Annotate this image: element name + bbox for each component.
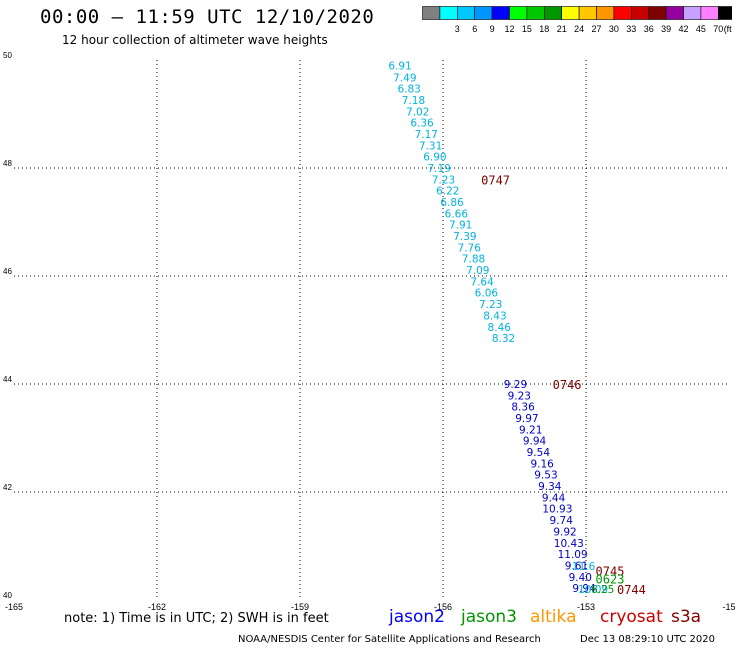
y-tick-label: 42 [3,483,12,492]
wave-height-label: 7.49 [393,72,416,84]
wave-height-label: 9.61 [565,560,588,572]
wave-height-label: 11.6 [572,561,596,573]
legend-tick-label: 45 [696,24,706,34]
wave-height-label: 6.25 [591,584,614,596]
x-tick-label: -162 [148,602,166,612]
legend-tick-label: 6 [472,24,477,34]
y-tick-label: 44 [3,375,12,384]
page-subtitle: 12 hour collection of altimeter wave hei… [62,33,328,47]
wave-height-label: 7.76 [458,242,482,254]
wave-height-label: 10.43 [554,538,584,550]
page-title: 00:00 – 11:59 UTC 12/10/2020 [40,6,375,28]
legend-tick-label: 39 [661,24,671,34]
wave-height-label: 9.44 [542,492,566,504]
legend-tick-label: 42 [678,24,688,34]
generated-timestamp: Dec 13 08:29:10 UTC 2020 [580,634,715,645]
legend-tick-label: 36 [644,24,654,34]
y-tick-label: 48 [3,159,12,168]
wave-height-label: 7.39 [453,231,476,243]
x-tick-label: -15 [722,602,735,612]
y-tick-label: 40 [3,591,12,600]
legend-tick-label: 27 [591,24,601,34]
wave-height-label: 7.88 [462,254,485,266]
pass-time-label: 0744 [617,583,646,597]
wave-height-label: 9.94 [523,436,547,448]
x-tick-label: -153 [577,602,595,612]
wave-height-label: 7.09 [466,265,489,277]
legend-tick-label: 15 [522,24,532,34]
x-tick-label: -159 [291,602,309,612]
legend-tick-label: 33 [626,24,636,34]
wave-height-label: 9.53 [534,470,557,482]
wave-height-label: 7.17 [415,129,438,141]
credit-line: NOAA/NESDIS Center for Satellite Applica… [238,634,541,645]
wave-height-label: 9.97 [515,413,538,425]
legend-unit: (ft) [724,24,732,34]
wave-height-label: 8.36 [511,402,535,414]
wave-height-label: 8.43 [483,310,506,322]
wave-height-label: 9.74 [550,515,574,527]
footnote: note: 1) Time is in UTC; 2) SWH is in fe… [64,611,329,626]
legend-tick-label: 30 [609,24,619,34]
wave-height-label: 9.94 [572,583,596,595]
pass-time-label: 0623 [596,572,625,586]
wave-height-label: 7.18 [402,95,425,107]
wave-height-label: 10.93 [542,504,572,516]
legend-s3a: s3a [671,607,702,627]
wave-height-label: 6.90 [423,152,446,164]
wave-height-label: 6.06 [475,288,499,300]
wave-height-label: 7.23 [479,299,502,311]
wave-height-label: 9.40 [569,572,592,584]
legend-tick-label: 18 [539,24,549,34]
wave-height-label: 6.36 [410,118,434,130]
x-tick-label: -156 [434,602,452,612]
legend-tick-label: 3 [455,24,460,34]
wave-height-map: -165 -162 -159 -156 -153 -154042444648506.917… [3,51,736,612]
wave-height-label: 8.32 [492,333,515,345]
legend-altika: altika [530,607,577,627]
wave-height-label: 9.54 [527,447,551,459]
legend-jason3: jason3 [461,607,517,627]
pass-time-label: 0747 [481,173,510,187]
legend-tick-label: 12 [504,24,514,34]
wave-height-label: 9.23 [508,390,531,402]
wave-height-label: 7.02 [406,106,429,118]
y-tick-label: 46 [3,267,12,276]
wave-height-label: 7.91 [449,220,472,232]
legend-swatch [717,6,732,20]
wave-height-label: 9.21 [519,424,542,436]
wave-height-label: 10.09 [578,584,608,596]
wave-height-label: 8.46 [488,322,512,334]
wave-height-label: 6.86 [440,197,464,209]
pass-time-label: 0745 [596,564,625,578]
wave-height-label: 9.92 [553,526,576,538]
wave-height-label: 7.19 [427,163,450,175]
legend-jason2: jason2 [389,607,445,627]
wave-height-label: 11.09 [558,549,588,561]
wave-height-label: 9.16 [530,458,554,470]
wave-height-label: 7.23 [432,174,455,186]
legend-cryosat: cryosat [600,607,663,627]
pass-time-label: 0746 [553,378,582,392]
wave-height-label: 6.91 [388,60,411,72]
wave-height-label: 7.64 [470,276,494,288]
x-tick-label: -165 [5,602,23,612]
y-tick-label: 50 [3,51,12,60]
wave-height-label: 6.83 [397,84,420,96]
wave-height-label: 7.31 [419,140,442,152]
legend-tick-label: 9 [490,24,495,34]
wave-height-label: 9.34 [538,481,562,493]
wave-height-label: 9.29 [504,379,527,391]
legend-tick-label: 24 [574,24,584,34]
legend-tick-label: 70 [713,24,723,34]
wave-height-label: 6.66 [445,208,469,220]
wave-height-label: 6.22 [436,186,459,198]
legend-tick-label: 21 [557,24,567,34]
